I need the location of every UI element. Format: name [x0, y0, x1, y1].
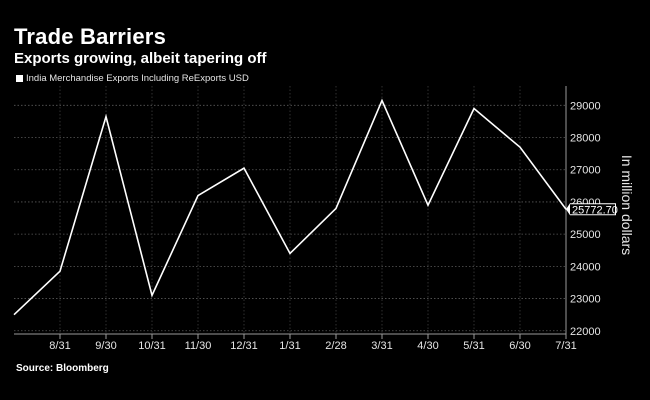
y-tick-label: 29000: [570, 100, 601, 112]
source-note: Source: Bloomberg: [16, 363, 109, 374]
y-tick-label: 27000: [570, 165, 601, 177]
chart-subtitle: Exports growing, albeit tapering off: [14, 50, 267, 67]
last-value-box-inner: [570, 204, 615, 215]
legend-label: India Merchandise Exports Including ReEx…: [26, 73, 249, 84]
y-tick-label: 22000: [570, 326, 601, 338]
x-tick-label: 12/31: [230, 340, 258, 352]
y-tick-label: 23000: [570, 294, 601, 306]
x-tick-label: 7/31: [555, 340, 576, 352]
x-tick-label: 4/30: [417, 340, 438, 352]
x-tick-label: 10/31: [138, 340, 166, 352]
x-tick-label: 5/31: [463, 340, 484, 352]
y-tick-label: 24000: [570, 261, 601, 273]
y-tick-label: 25000: [570, 229, 601, 241]
x-tick-label: 1/31: [279, 340, 300, 352]
last-value-label: 25772.70: [572, 204, 618, 216]
x-tick-label: 8/31: [49, 340, 70, 352]
legend-swatch: [16, 75, 23, 82]
y-axis-label: In million dollars: [619, 155, 635, 255]
legend: India Merchandise Exports Including ReEx…: [16, 73, 249, 84]
y-tick-label: 28000: [570, 133, 601, 145]
x-tick-label: 6/30: [509, 340, 530, 352]
series-line: [13, 98, 567, 316]
x-tick-label: 9/30: [95, 340, 116, 352]
x-tick-label: 2/28: [325, 340, 346, 352]
x-tick-label: 11/30: [185, 340, 212, 352]
x-tick-label: 3/31: [371, 340, 392, 352]
chart-title: Trade Barriers: [14, 24, 166, 49]
